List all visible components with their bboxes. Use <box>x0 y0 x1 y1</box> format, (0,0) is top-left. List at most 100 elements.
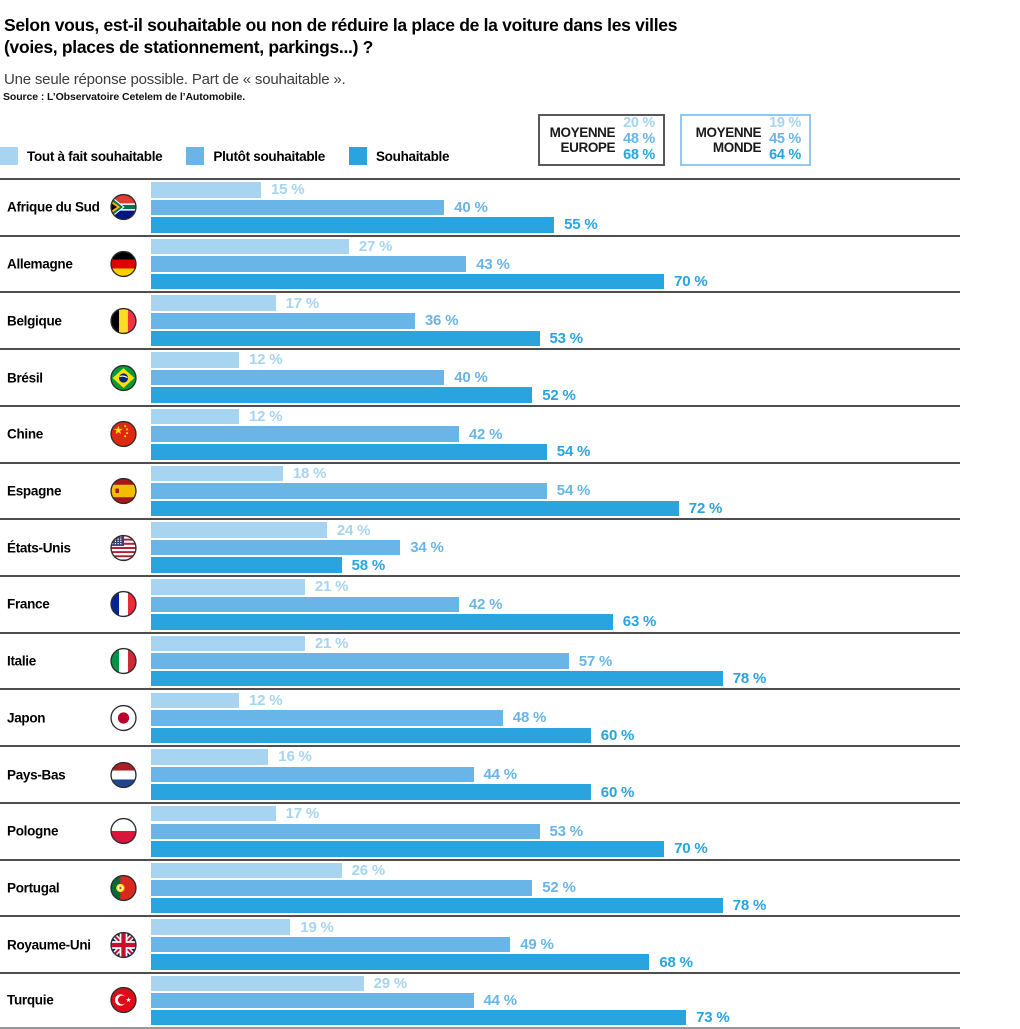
country-row-bresil: Brésil 12 % 40 % 52 % <box>0 348 960 405</box>
average-value: 48 % <box>623 131 655 148</box>
flag-icon-pays-bas <box>110 761 137 788</box>
country-label: États-Unis <box>7 540 71 556</box>
bar-souhaitable <box>151 897 723 914</box>
bar-value-label: 78 % <box>732 897 767 915</box>
flag-icon-belgique <box>110 307 137 334</box>
bar-tout-a-fait-souhaitable <box>151 975 364 992</box>
average-value: 45 % <box>769 131 801 148</box>
bar-value-label: 58 % <box>351 556 386 574</box>
bar-line-plutot-souhaitable: 34 % <box>151 539 960 556</box>
bar-value-label: 40 % <box>454 198 488 216</box>
country-label: Brésil <box>7 370 43 386</box>
legend-label: Tout à fait souhaitable <box>27 148 163 164</box>
bar-value-label: 70 % <box>674 273 708 291</box>
bar-value-label: 52 % <box>542 879 576 897</box>
bar-line-souhaitable: 60 % <box>151 783 960 801</box>
bar-group: 18 % 54 % 72 % <box>151 464 960 519</box>
bar-tout-a-fait-souhaitable <box>151 579 305 595</box>
bar-souhaitable <box>151 727 591 744</box>
bar-plutot-souhaitable <box>151 256 467 272</box>
title-line-2: (voies, places de stationnement, parking… <box>4 37 374 58</box>
bar-value-label: 44 % <box>483 766 518 784</box>
country-label: Portugal <box>7 880 60 896</box>
country-row-chine: Chine 12 % 42 % 54 % <box>0 404 960 462</box>
bar-souhaitable <box>151 330 540 347</box>
bar-plutot-souhaitable <box>151 823 540 839</box>
bar-line-souhaitable: 68 % <box>151 953 960 971</box>
country-label: Afrique du Sud <box>7 199 100 215</box>
bar-souhaitable <box>151 841 665 857</box>
bar-plutot-souhaitable <box>151 653 569 669</box>
bar-plutot-souhaitable <box>151 596 459 613</box>
bar-value-label: 43 % <box>476 255 510 273</box>
bar-line-souhaitable: 72 % <box>151 500 960 517</box>
bar-value-label: 73 % <box>696 1008 730 1026</box>
bar-value-label: 18 % <box>292 464 327 482</box>
page-title: Selon vous, est-il souhaitable ou non de… <box>4 14 677 60</box>
bar-line-plutot-souhaitable: 36 % <box>151 312 960 329</box>
bar-line-souhaitable: 60 % <box>151 727 960 744</box>
bar-value-label: 21 % <box>314 635 349 653</box>
bar-group: 12 % 48 % 60 % <box>151 690 960 745</box>
bar-tout-a-fait-souhaitable <box>151 635 305 652</box>
average-box-title: MOYENNE EUROPE <box>549 124 616 155</box>
bar-group: 29 % 44 % 73 % <box>151 974 960 1027</box>
bar-value-label: 17 % <box>285 805 320 823</box>
legend-item-tout-a-fait-souhaitable: Tout à fait souhaitable <box>0 147 163 165</box>
average-value: 19 % <box>769 115 801 132</box>
bar-line-plutot-souhaitable: 53 % <box>151 823 960 840</box>
bar-group: 17 % 53 % 70 % <box>151 804 960 859</box>
bar-value-label: 42 % <box>468 425 503 443</box>
bar-line-plutot-souhaitable: 54 % <box>151 482 960 500</box>
bar-value-label: 60 % <box>600 783 635 801</box>
bar-group: 16 % 44 % 60 % <box>151 747 960 802</box>
legend-label: Souhaitable <box>375 148 450 164</box>
bar-tout-a-fait-souhaitable <box>151 182 261 198</box>
bar-line-tout-a-fait-souhaitable: 12 % <box>151 408 960 425</box>
bar-plutot-souhaitable <box>151 936 511 953</box>
bar-value-label: 63 % <box>622 613 657 631</box>
bar-plutot-souhaitable <box>151 313 415 329</box>
bar-value-label: 49 % <box>520 936 554 954</box>
country-row-royaume-uni: Royaume-Uni 19 % 49 % 68 % <box>0 915 960 972</box>
bar-tout-a-fait-souhaitable <box>151 352 239 368</box>
bar-value-label: 55 % <box>564 216 598 234</box>
bar-line-tout-a-fait-souhaitable: 17 % <box>151 805 960 823</box>
bar-tout-a-fait-souhaitable <box>151 295 276 311</box>
bar-tout-a-fait-souhaitable <box>151 862 342 879</box>
country-row-allemagne: Allemagne 27 % 43 % 70 % <box>0 234 960 292</box>
bar-group: 17 % 36 % 53 % <box>151 293 960 348</box>
bar-value-label: 54 % <box>556 482 591 500</box>
bar-line-souhaitable: 55 % <box>151 216 960 234</box>
bar-plutot-souhaitable <box>151 992 474 1009</box>
bar-line-tout-a-fait-souhaitable: 15 % <box>151 181 960 199</box>
bar-line-plutot-souhaitable: 48 % <box>151 709 960 726</box>
legend-label: Plutôt souhaitable <box>213 148 325 164</box>
bar-line-tout-a-fait-souhaitable: 17 % <box>151 295 960 312</box>
bar-plutot-souhaitable <box>151 710 503 726</box>
bar-line-souhaitable: 54 % <box>151 443 960 460</box>
bar-souhaitable <box>151 273 665 290</box>
bar-value-label: 27 % <box>358 238 393 256</box>
bar-group: 21 % 42 % 63 % <box>151 577 960 632</box>
bar-group: 21 % 57 % 78 % <box>151 634 960 689</box>
flag-icon-italie <box>110 647 137 675</box>
bar-line-souhaitable: 78 % <box>151 897 960 915</box>
bar-tout-a-fait-souhaitable <box>151 805 276 822</box>
average-box-values: 19 % 45 % 64 % <box>769 115 801 164</box>
bar-line-souhaitable: 53 % <box>151 329 960 347</box>
country-label: Pays-Bas <box>7 767 66 783</box>
bar-line-plutot-souhaitable: 52 % <box>151 879 960 897</box>
bar-value-label: 68 % <box>659 953 693 971</box>
bar-tout-a-fait-souhaitable <box>151 522 327 538</box>
bar-value-label: 53 % <box>549 329 584 347</box>
flag-icon-pologne <box>110 818 137 845</box>
country-label: Espagne <box>7 483 62 499</box>
country-row-belgique: Belgique 17 % 36 % 53 % <box>0 291 960 348</box>
bar-line-tout-a-fait-souhaitable: 27 % <box>151 238 960 256</box>
bar-value-label: 15 % <box>271 181 305 199</box>
bar-souhaitable <box>151 614 613 630</box>
bar-line-souhaitable: 52 % <box>151 387 960 404</box>
country-row-portugal: Portugal 26 % 52 % 78 % <box>0 858 960 916</box>
bar-line-plutot-souhaitable: 44 % <box>151 992 960 1009</box>
